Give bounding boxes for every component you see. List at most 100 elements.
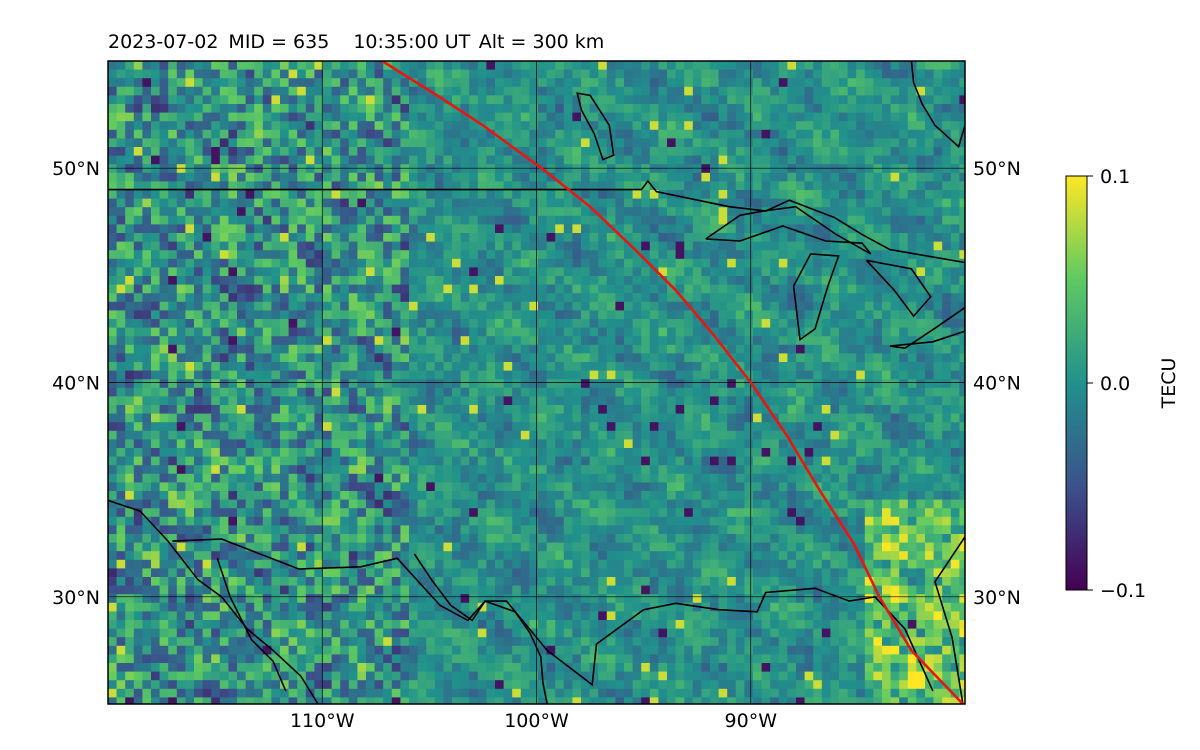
tec-cell [237,267,246,277]
tec-cell [804,319,814,328]
tec-cell [882,95,891,105]
tec-cell [409,224,418,234]
tec-cell [735,241,745,251]
tec-cell [443,276,453,285]
tec-cell [632,78,642,88]
tec-cell [142,448,152,457]
tec-cell [787,370,797,380]
tec-cell [452,482,461,492]
tec-cell [632,104,642,113]
tec-cell [890,456,900,466]
tec-cell [710,129,719,139]
tec-cell [606,224,616,234]
tec-cell [701,362,711,371]
tec-cell [667,276,676,285]
tec-cell [959,396,965,406]
tec-cell [366,293,375,303]
tec-cell [108,422,117,432]
tec-cell [753,86,762,96]
tec-cell [133,473,143,483]
tec-cell [383,301,393,311]
tec-cell [882,172,891,182]
tec-cell [916,138,926,148]
tec-cell [323,69,332,79]
tec-cell [168,370,178,380]
tec-cell [443,129,453,139]
tec-cell [237,379,246,389]
tec-cell [245,138,255,148]
tec-cell [460,129,470,139]
tec-cell [529,233,539,242]
tec-cell [409,327,418,337]
tec-cell [701,301,711,311]
tec-cell [254,241,264,251]
tec-cell [546,439,556,449]
tec-cell [916,181,926,191]
tec-cell [366,387,375,397]
tec-cell [950,61,960,70]
tec-cell [538,198,547,208]
tec-cell [658,430,668,440]
tec-cell [288,69,298,79]
tec-cell [744,465,754,475]
tec-cell [176,482,186,492]
tec-cell [280,327,289,337]
tec-cell [718,198,728,208]
tec-cell [641,448,651,457]
tec-cell [796,310,805,320]
tec-cell [391,353,401,363]
tec-cell [821,215,831,225]
tec-cell [314,61,324,70]
tec-cell [761,147,771,156]
tec-cell [108,387,117,397]
tec-cell [237,181,246,191]
tec-cell [142,267,152,277]
tec-cell [426,276,436,285]
tec-cell [796,405,805,414]
tec-cell [692,370,702,380]
tec-cell [477,86,487,96]
tec-cell [486,61,496,70]
tec-cell [443,215,453,225]
tec-cell [942,465,952,475]
tec-cell [469,370,479,380]
tec-cell [383,396,393,406]
tec-cell [675,310,685,320]
tec-cell [546,456,556,466]
tec-cell [813,147,823,156]
tec-cell [486,327,496,337]
tec-cell [787,147,797,156]
tec-cell [624,310,633,320]
tec-cell [228,327,238,337]
tec-cell [641,422,651,432]
tec-cell [641,362,651,371]
tec-cell [194,482,203,492]
tec-cell [649,267,659,277]
tec-cell [237,258,246,268]
tec-cell [176,233,186,242]
tec-cell [555,207,565,217]
tec-cell [864,422,874,432]
tec-cell [959,86,965,96]
tec-cell [391,215,401,225]
tec-cell [890,387,900,397]
tec-cell [202,310,212,320]
tec-cell [770,422,780,432]
tec-cell [787,95,797,105]
tec-cell [959,198,965,208]
tec-cell [426,430,436,440]
tec-cell [417,241,427,251]
tec-cell [598,241,608,251]
tec-cell [684,207,694,217]
tec-cell [323,258,332,268]
tec-cell [116,147,126,156]
tec-cell [125,362,135,371]
tec-cell [701,439,711,449]
tec-cell [925,258,934,268]
tec-cell [796,379,805,389]
tec-cell [804,456,814,466]
tec-cell [417,370,427,380]
tec-cell [658,138,668,148]
tec-cell [933,129,943,139]
tec-cell [538,430,547,440]
